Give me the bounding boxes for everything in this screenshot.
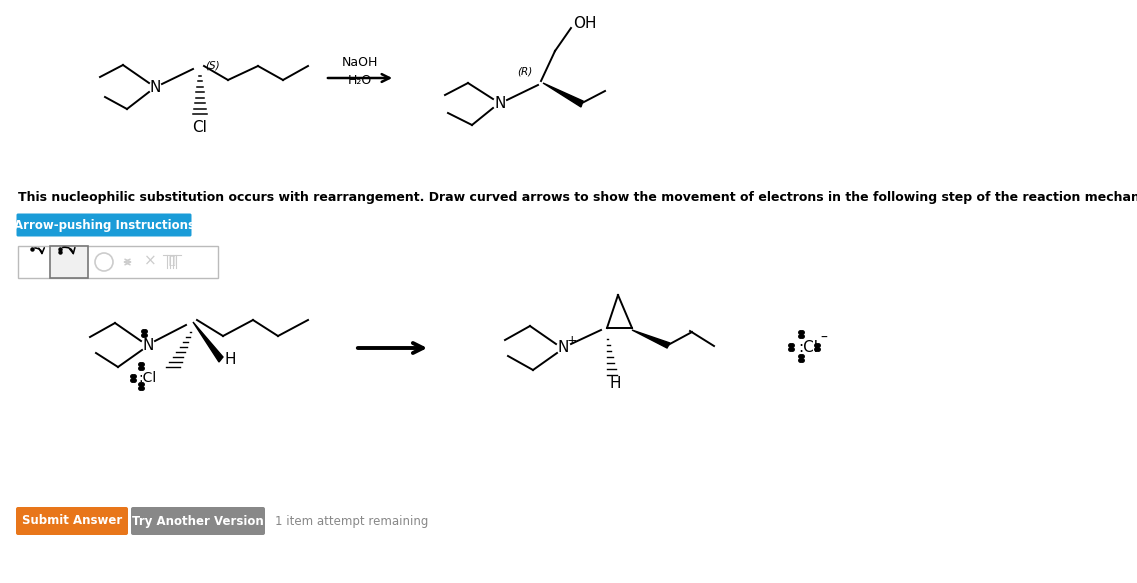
Text: H: H bbox=[609, 375, 621, 391]
Text: +: + bbox=[566, 333, 578, 346]
Polygon shape bbox=[543, 83, 583, 107]
Text: N: N bbox=[142, 338, 153, 353]
Text: 1 item attempt remaining: 1 item attempt remaining bbox=[275, 515, 429, 528]
FancyBboxPatch shape bbox=[16, 507, 128, 535]
Text: OH: OH bbox=[573, 16, 597, 30]
Text: :Cl: :Cl bbox=[139, 371, 157, 385]
Text: Cl: Cl bbox=[192, 120, 207, 135]
Bar bbox=[50, 246, 88, 278]
Text: ⬛: ⬛ bbox=[168, 256, 175, 266]
Bar bbox=[18, 246, 218, 278]
Text: N: N bbox=[149, 79, 160, 94]
FancyBboxPatch shape bbox=[131, 507, 265, 535]
Text: (S): (S) bbox=[205, 60, 219, 70]
Text: :Cl: :Cl bbox=[798, 340, 818, 356]
Text: N: N bbox=[495, 96, 506, 111]
Text: (R): (R) bbox=[517, 66, 532, 76]
Polygon shape bbox=[193, 322, 223, 362]
Polygon shape bbox=[632, 330, 670, 348]
Text: NaOH: NaOH bbox=[342, 57, 379, 69]
Text: Try Another Version: Try Another Version bbox=[132, 515, 264, 528]
Text: N: N bbox=[557, 340, 568, 356]
Text: ×: × bbox=[143, 254, 157, 269]
Text: This nucleophilic substitution occurs with rearrangement. Draw curved arrows to : This nucleophilic substitution occurs wi… bbox=[18, 191, 1137, 205]
FancyBboxPatch shape bbox=[17, 213, 191, 237]
Text: H₂O: H₂O bbox=[348, 73, 372, 86]
Text: –: – bbox=[821, 331, 828, 345]
Text: Arrow-pushing Instructions: Arrow-pushing Instructions bbox=[14, 219, 194, 231]
Text: H: H bbox=[224, 353, 235, 367]
Text: Submit Answer: Submit Answer bbox=[22, 515, 122, 528]
